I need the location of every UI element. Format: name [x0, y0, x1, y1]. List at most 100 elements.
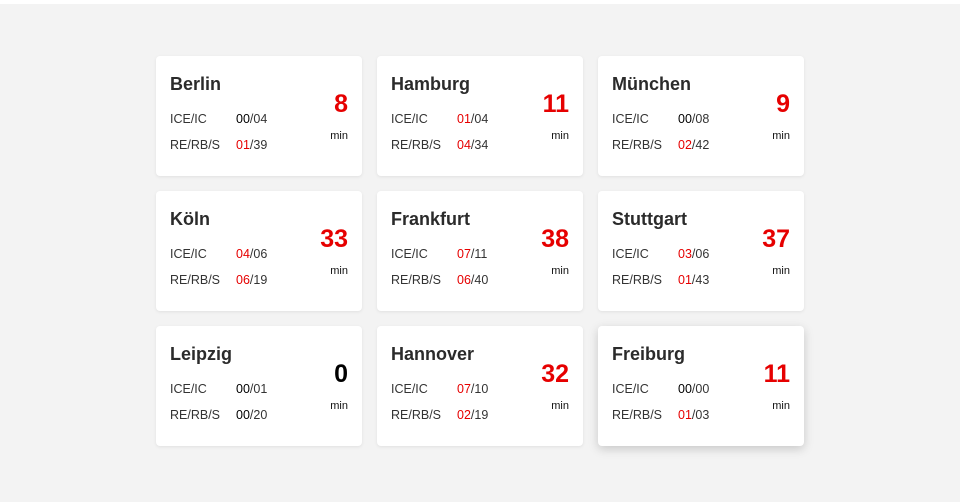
ice-delayed: 00	[678, 112, 692, 126]
station-card-frankfurt[interactable]: Frankfurt ICE/IC 07/11 RE/RB/S 06/40 38 …	[377, 191, 583, 311]
delay-unit: min	[330, 265, 348, 277]
ice-label: ICE/IC	[391, 112, 428, 126]
station-card-koeln[interactable]: Köln ICE/IC 04/06 RE/RB/S 06/19 33 min	[156, 191, 362, 311]
ice-row: ICE/IC 04/06	[170, 247, 290, 261]
regional-delayed: 01	[678, 408, 692, 422]
station-name: Köln	[170, 209, 210, 229]
ice-count: 04/06	[236, 247, 267, 261]
regional-count: 01/43	[678, 273, 709, 287]
regional-label: RE/RB/S	[391, 273, 442, 287]
station-card-hamburg[interactable]: Hamburg ICE/IC 01/04 RE/RB/S 04/34 11 mi…	[377, 56, 583, 176]
ice-row: ICE/IC 00/08	[612, 112, 732, 126]
regional-row: RE/RB/S 04/34	[391, 138, 511, 152]
station-card-freiburg[interactable]: Freiburg ICE/IC 00/00 RE/RB/S 01/03 11 m…	[598, 326, 804, 446]
station-name: Hamburg	[391, 74, 471, 94]
regional-row: RE/RB/S 02/42	[612, 138, 732, 152]
regional-delayed: 04	[457, 138, 471, 152]
regional-label: RE/RB/S	[170, 138, 221, 152]
delay-unit: min	[330, 400, 348, 412]
delay-minutes: 11	[763, 360, 790, 388]
regional-delayed: 02	[678, 138, 692, 152]
station-grid: Berlin ICE/IC 00/04 RE/RB/S 01/39 8 min …	[156, 56, 804, 446]
regional-count: 02/19	[457, 408, 488, 422]
delay-unit: min	[330, 130, 348, 142]
delay-unit: min	[772, 265, 790, 277]
ice-label: ICE/IC	[170, 382, 207, 396]
regional-delayed: 00	[236, 408, 250, 422]
regional-label: RE/RB/S	[170, 273, 221, 287]
delay-minutes: 0	[334, 360, 348, 388]
regional-count: 02/42	[678, 138, 709, 152]
station-name: Berlin	[170, 74, 222, 94]
ice-label: ICE/IC	[391, 247, 428, 261]
regional-row: RE/RB/S 01/43	[612, 273, 732, 287]
regional-total: /34	[470, 138, 489, 152]
ice-delayed: 07	[457, 247, 471, 261]
ice-total: /04	[249, 112, 268, 126]
ice-row: ICE/IC 01/04	[391, 112, 511, 126]
ice-count: 01/04	[457, 112, 488, 126]
ice-count: 00/01	[236, 382, 267, 396]
station-card-leipzig[interactable]: Leipzig ICE/IC 00/01 RE/RB/S 00/20 0 min	[156, 326, 362, 446]
ice-total: /10	[470, 382, 489, 396]
ice-label: ICE/IC	[612, 382, 649, 396]
station-card-muenchen[interactable]: München ICE/IC 00/08 RE/RB/S 02/42 9 min	[598, 56, 804, 176]
station-card-hannover[interactable]: Hannover ICE/IC 07/10 RE/RB/S 02/19 32 m…	[377, 326, 583, 446]
regional-total: /19	[249, 273, 268, 287]
delay-unit: min	[772, 130, 790, 142]
regional-label: RE/RB/S	[170, 408, 221, 422]
regional-row: RE/RB/S 00/20	[170, 408, 290, 422]
regional-total: /19	[470, 408, 489, 422]
regional-total: /03	[691, 408, 710, 422]
ice-count: 00/00	[678, 382, 709, 396]
delay-minutes: 33	[320, 225, 348, 253]
ice-count: 07/11	[457, 247, 487, 261]
delay-unit: min	[551, 400, 569, 412]
ice-row: ICE/IC 07/10	[391, 382, 511, 396]
station-name: Stuttgart	[612, 209, 687, 229]
ice-delayed: 01	[457, 112, 471, 126]
regional-total: /40	[470, 273, 489, 287]
regional-delayed: 06	[457, 273, 471, 287]
ice-row: ICE/IC 03/06	[612, 247, 732, 261]
regional-label: RE/RB/S	[612, 273, 663, 287]
ice-delayed: 00	[236, 382, 250, 396]
ice-delayed: 04	[236, 247, 250, 261]
ice-count: 00/08	[678, 112, 709, 126]
regional-count: 06/19	[236, 273, 267, 287]
station-name: Frankfurt	[391, 209, 471, 229]
ice-total: /11	[470, 247, 488, 261]
ice-delayed: 00	[236, 112, 250, 126]
station-card-berlin[interactable]: Berlin ICE/IC 00/04 RE/RB/S 01/39 8 min	[156, 56, 362, 176]
ice-total: /01	[249, 382, 268, 396]
regional-count: 01/39	[236, 138, 267, 152]
regional-count: 01/03	[678, 408, 709, 422]
regional-label: RE/RB/S	[391, 138, 442, 152]
ice-count: 07/10	[457, 382, 488, 396]
delay-unit: min	[551, 265, 569, 277]
ice-total: /06	[691, 247, 710, 261]
regional-count: 04/34	[457, 138, 488, 152]
station-card-stuttgart[interactable]: Stuttgart ICE/IC 03/06 RE/RB/S 01/43 37 …	[598, 191, 804, 311]
ice-label: ICE/IC	[391, 382, 428, 396]
delay-minutes: 37	[762, 225, 790, 253]
regional-delayed: 02	[457, 408, 471, 422]
station-name: Hannover	[391, 344, 475, 364]
regional-total: /39	[249, 138, 268, 152]
regional-delayed: 01	[678, 273, 692, 287]
delay-minutes: 32	[541, 360, 569, 388]
top-strip	[0, 0, 960, 4]
ice-delayed: 07	[457, 382, 471, 396]
ice-label: ICE/IC	[612, 247, 649, 261]
ice-delayed: 03	[678, 247, 692, 261]
regional-delayed: 06	[236, 273, 250, 287]
ice-total: /00	[691, 382, 710, 396]
station-name: München	[612, 74, 691, 94]
delay-minutes: 9	[776, 90, 790, 118]
regional-total: /20	[249, 408, 268, 422]
regional-total: /43	[691, 273, 710, 287]
ice-label: ICE/IC	[170, 112, 207, 126]
ice-row: ICE/IC 00/00	[612, 382, 732, 396]
delay-unit: min	[551, 130, 569, 142]
ice-total: /04	[470, 112, 489, 126]
